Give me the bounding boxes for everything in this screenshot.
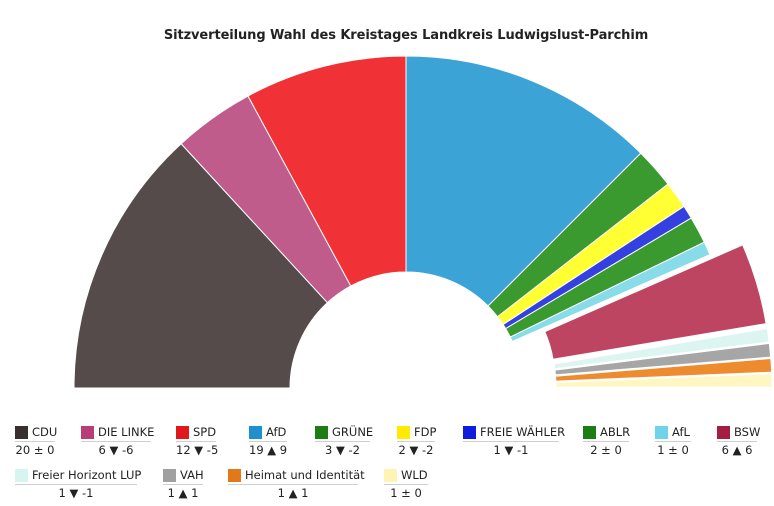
legend-label: AfL [672, 425, 690, 439]
slice-vah [554, 342, 772, 376]
legend-label: Heimat und Identität [245, 468, 365, 482]
legend-label: SPD [193, 425, 217, 439]
legend-swatch [15, 469, 28, 482]
legend-seat-change: 3 ▼ -2 [325, 443, 360, 457]
legend-item-freie-wahler: FREIE WÄHLER 1 ▼ -1 [463, 426, 565, 458]
legend-label: AfD [266, 425, 287, 439]
legend-label: Freier Horizont LUP [32, 468, 142, 482]
slice-freier-horizont-lup [553, 327, 770, 370]
legend-divider [176, 441, 216, 442]
legend-label: BSW [734, 425, 761, 439]
legend-swatch [463, 426, 476, 439]
legend-item-bsw: BSW 6 ▲ 6 [717, 425, 761, 458]
legend-item-freier-horizont-lup: Freier Horizont LUP 1 ▼ -1 [15, 469, 141, 501]
legend-seat-change: 1 ▼ -1 [493, 443, 529, 457]
legend-swatch [81, 426, 94, 439]
legend-swatch [163, 469, 176, 482]
legend-divider [15, 441, 55, 442]
legend-item-vah: VAH 1 ▲ 1 [163, 468, 204, 501]
legend-divider [463, 441, 559, 442]
legend-label: ABLR [600, 425, 631, 439]
legend-item-afd: AfD 19 ▲ 9 [249, 426, 287, 458]
legend-item-fdp: FDP 2 ▼ -2 [397, 425, 437, 458]
legend-seat-change: 6 ▼ -6 [98, 443, 134, 457]
legend-swatch [384, 469, 397, 482]
legend-swatch [228, 469, 241, 482]
legend-seat-change: 1 ▲ 1 [167, 486, 199, 500]
legend-item-wld: WLD 1 ± 0 [384, 469, 428, 501]
legend-item-heimat-und-identitat: Heimat und Identität 1 ▲ 1 [228, 469, 365, 501]
slice-cdu [73, 143, 329, 389]
legend-seat-change: 1 ▼ -1 [58, 486, 94, 500]
legend-swatch [249, 426, 262, 439]
legend-label: CDU [32, 425, 58, 439]
legend-divider [717, 441, 757, 442]
legend-label: GRÜNE [332, 425, 374, 439]
legend-swatch [315, 426, 328, 439]
legend-item-grune: GRÜNE 3 ▼ -2 [315, 425, 374, 458]
legend-label: WLD [401, 468, 428, 482]
legend-seat-change: 2 ▼ -2 [398, 443, 434, 457]
legend-seat-change: 19 ▲ 9 [249, 443, 288, 457]
legend-item-ablr: ABLR 2 ± 0 [583, 425, 631, 458]
legend-label: VAH [180, 468, 204, 482]
legend-swatch [15, 426, 28, 439]
legend-item-afl: AfL 1 ± 0 [655, 426, 691, 458]
legend-item-spd: SPD 12 ▼ -5 [176, 425, 219, 458]
legend-divider [228, 484, 358, 485]
legend-divider [81, 441, 151, 442]
legend-label: FREIE WÄHLER [480, 425, 566, 439]
slice-bsw [544, 244, 767, 360]
slice-heimat-und-identitat [554, 357, 773, 382]
legend-divider [315, 441, 370, 442]
legend-divider [655, 441, 691, 442]
legend-item-cdu: CDU 20 ± 0 [15, 425, 58, 458]
slice-wld [555, 373, 773, 388]
legend-swatch [397, 426, 410, 439]
legend-divider [15, 484, 137, 485]
chart-title: Sitzverteilung Wahl des Kreistages Landk… [163, 28, 649, 43]
legend-swatch [717, 426, 730, 439]
legend-label: DIE LINKE [98, 425, 155, 439]
legend-label: FDP [414, 425, 437, 439]
legend-divider [583, 441, 629, 442]
legend-seat-change: 2 ± 0 [590, 443, 622, 457]
legend-divider [249, 441, 287, 442]
legend-seat-change: 12 ▼ -5 [176, 443, 219, 457]
legend-divider [384, 484, 428, 485]
legend-divider [397, 441, 435, 442]
legend-swatch [655, 426, 668, 439]
legend-seat-change: 1 ▲ 1 [277, 486, 309, 500]
legend-item-die-linke: DIE LINKE 6 ▼ -6 [81, 425, 155, 458]
legend-seat-change: 6 ▲ 6 [721, 443, 753, 457]
legend-swatch [583, 426, 596, 439]
slice-afd [405, 55, 642, 307]
legend-seat-change: 20 ± 0 [15, 443, 55, 457]
legend-seat-change: 1 ± 0 [390, 486, 422, 500]
legend-divider [163, 484, 203, 485]
legend-swatch [176, 426, 189, 439]
legend-seat-change: 1 ± 0 [657, 443, 689, 457]
slice-afl [509, 241, 711, 343]
